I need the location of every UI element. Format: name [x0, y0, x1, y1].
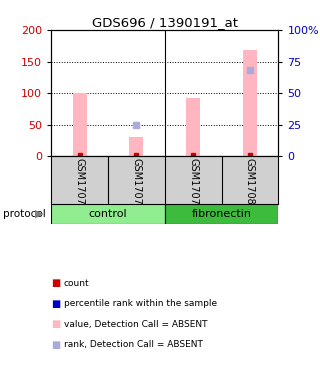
Text: GSM17078: GSM17078	[132, 158, 141, 211]
Text: fibronectin: fibronectin	[192, 209, 252, 219]
Bar	[51, 204, 165, 224]
Text: GSM17079: GSM17079	[188, 158, 198, 211]
Text: protocol: protocol	[3, 209, 46, 219]
Text: percentile rank within the sample: percentile rank within the sample	[64, 299, 217, 308]
Bar	[73, 93, 87, 156]
Text: ■: ■	[51, 340, 60, 350]
Text: rank, Detection Call = ABSENT: rank, Detection Call = ABSENT	[64, 340, 203, 350]
Bar	[186, 98, 200, 156]
Text: ■: ■	[51, 299, 60, 309]
Text: value, Detection Call = ABSENT: value, Detection Call = ABSENT	[64, 320, 207, 329]
Text: GSM17077: GSM17077	[75, 158, 84, 211]
Text: ■: ■	[51, 320, 60, 329]
Text: count: count	[64, 279, 90, 288]
Bar	[243, 50, 257, 156]
Text: control: control	[89, 209, 127, 219]
Text: ▶: ▶	[35, 209, 43, 219]
Bar	[165, 204, 278, 224]
Title: GDS696 / 1390191_at: GDS696 / 1390191_at	[92, 16, 238, 29]
Text: ■: ■	[51, 278, 60, 288]
Bar	[129, 137, 143, 156]
Text: GSM17080: GSM17080	[245, 158, 255, 211]
